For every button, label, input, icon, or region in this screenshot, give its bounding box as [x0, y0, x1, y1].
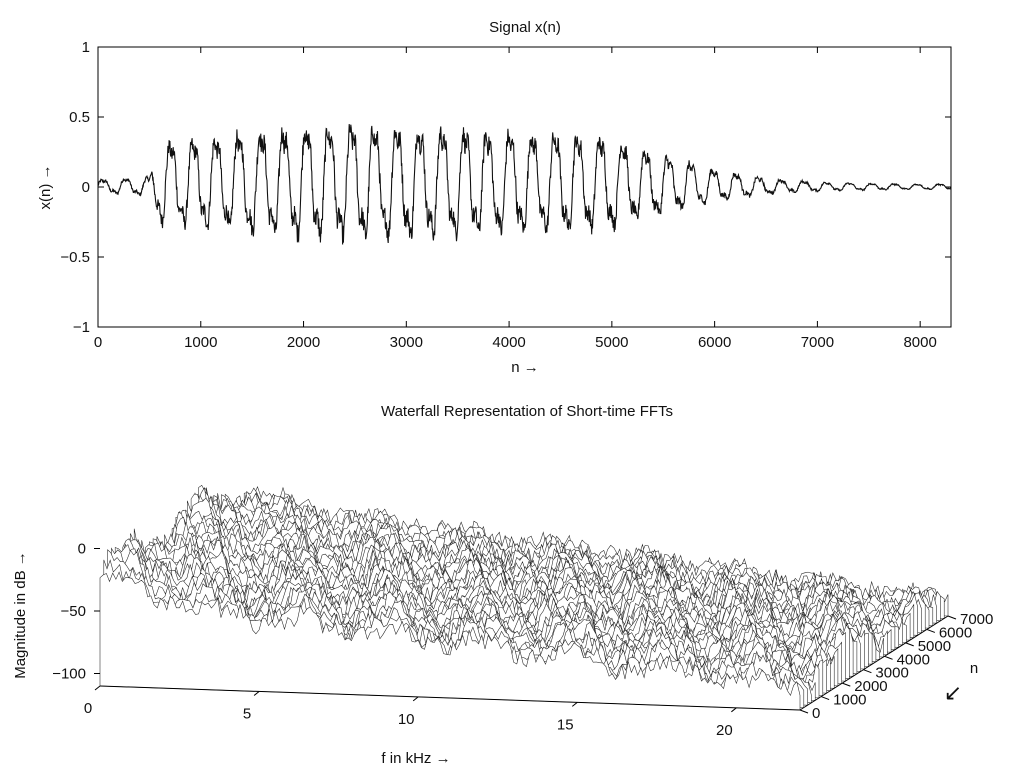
waterfall-n-tick-mark [926, 628, 936, 633]
signal-chart: Signal x(n) 0 1000 2000 3000 4000 5000 6000 700… [37, 19, 952, 376]
waterfall-f-tick-label: 5 [243, 705, 251, 722]
signal-plot-frame [97, 46, 952, 328]
waterfall-f-axis-line [99, 685, 801, 711]
signal-x-tick-label: 8000 [903, 334, 936, 351]
waterfall-f-tick-label: 20 [716, 722, 733, 739]
waterfall-z-tick-label: 0 [78, 541, 86, 558]
signal-x-tick-label: 6000 [698, 334, 731, 351]
waterfall-f-tick-label: 0 [84, 700, 92, 717]
signal-y-tick-label: 0.5 [69, 109, 90, 126]
signal-x-tick-label: 5000 [595, 334, 628, 351]
waterfall-chart: Waterfall Representation of Short-time F… [12, 403, 993, 767]
waterfall-f-tick-mark [94, 685, 101, 691]
waterfall-f-tick-mark [412, 696, 419, 702]
signal-x-tick-label: 4000 [492, 334, 525, 351]
waterfall-f-tick-mark [731, 707, 737, 713]
waterfall-slices [99, 485, 949, 711]
waterfall-n-tick-mark [884, 655, 893, 660]
waterfall-n-tick-label: 1000 [833, 692, 866, 709]
waterfall-n-tick-label: 0 [812, 705, 820, 722]
signal-x-axis-label: n → [511, 359, 539, 376]
signal-x-tick-label: 1000 [184, 334, 217, 351]
signal-x-tick-label: 2000 [287, 334, 320, 351]
signal-chart-title: Signal x(n) [489, 19, 561, 36]
waterfall-n-tick-mark [820, 696, 830, 701]
waterfall-f-tick-mark [571, 701, 578, 707]
waterfall-z-tick-label: −100 [52, 666, 86, 683]
waterfall-z-tick-label: −50 [61, 603, 86, 620]
signal-y-tick-label: −0.5 [60, 249, 90, 266]
signal-y-axis-label: x(n) → [37, 165, 54, 210]
waterfall-n-tick-mark [863, 669, 872, 674]
signal-y-tick-label: 1 [82, 39, 90, 56]
signal-x-tick-label: 0 [94, 334, 102, 351]
waterfall-magnitude-axis-label: Magnitude in dB → [12, 551, 29, 679]
waterfall-n-tick-label: 4000 [897, 651, 930, 668]
waterfall-f-tick-mark [253, 691, 260, 696]
signal-x-tick-label: 7000 [801, 334, 834, 351]
waterfall-f-tick-label: 15 [557, 716, 574, 733]
waterfall-n-tick-label: 3000 [875, 665, 908, 682]
waterfall-slice [99, 571, 801, 711]
signal-y-tick-label: 0 [82, 179, 90, 196]
waterfall-f-tick-label: 10 [398, 711, 415, 728]
waterfall-n-arrow: ↙ [944, 680, 962, 705]
waterfall-n-tick-label: 7000 [960, 611, 993, 628]
waterfall-n-tick-label: 5000 [918, 638, 951, 655]
signal-ticks: 0 1000 2000 3000 4000 5000 6000 7000 8000 1 0.5 0 −0… [60, 39, 951, 351]
signal-y-tick-label: −1 [73, 319, 90, 336]
waterfall-n-tick-mark [905, 642, 914, 647]
waterfall-n-tick-mark [799, 709, 809, 714]
waterfall-n-axis-line [799, 615, 949, 711]
waterfall-n-axis-label: n [970, 660, 978, 677]
signal-x-tick-label: 3000 [390, 334, 423, 351]
waterfall-n-tick-mark [842, 682, 851, 687]
waterfall-n-tick-mark [947, 615, 957, 620]
waterfall-n-tick-label: 2000 [854, 678, 887, 695]
signal-series-line [97, 124, 952, 245]
waterfall-n-tick-label: 6000 [939, 624, 972, 641]
waterfall-chart-title: Waterfall Representation of Short-time F… [381, 403, 673, 420]
waterfall-f-axis-label: f in kHz → [381, 750, 450, 767]
